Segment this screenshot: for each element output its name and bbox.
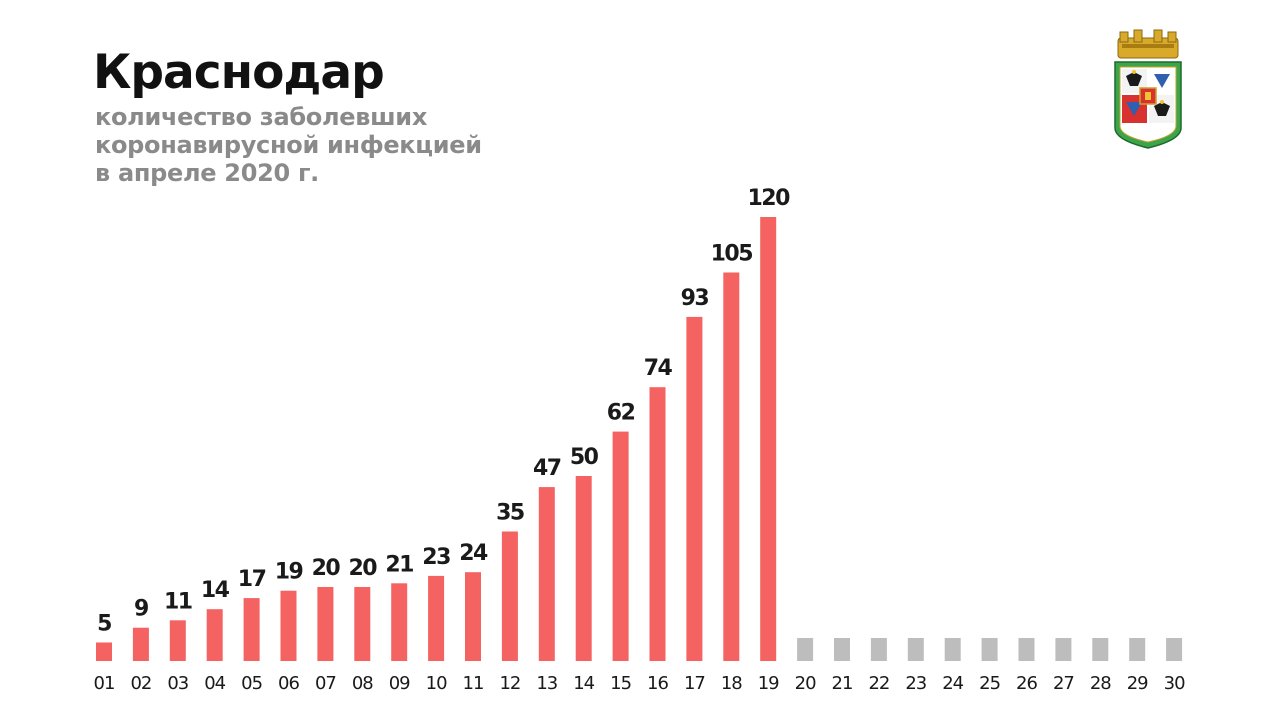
subtitle-line-1: количество заболевших [95, 103, 428, 131]
bar-11 [465, 572, 481, 661]
bar-03 [169, 620, 186, 661]
value-label-16: 74 [644, 356, 673, 381]
x-tick-label-15: 15 [610, 673, 631, 694]
x-tick-label-08: 08 [352, 673, 373, 694]
bar-05 [243, 598, 260, 661]
value-label-02: 9 [134, 597, 148, 622]
x-tick-label-06: 06 [278, 673, 299, 694]
x-tick-label-07: 07 [315, 673, 336, 694]
value-label-12: 35 [496, 501, 524, 526]
bar-16 [649, 387, 666, 661]
x-tick-label-17: 17 [684, 673, 705, 694]
value-label-11: 24 [459, 541, 488, 566]
bar-12 [501, 531, 518, 661]
value-label-13: 47 [533, 456, 561, 481]
bars-layer [96, 217, 1183, 661]
x-tick-label-02: 02 [130, 673, 151, 694]
x-tick-label-09: 09 [389, 673, 410, 694]
x-tick-label-05: 05 [241, 673, 262, 694]
x-tick-label-03: 03 [167, 673, 188, 694]
value-label-04: 14 [201, 578, 230, 603]
value-label-17: 93 [681, 286, 709, 311]
value-label-07: 20 [312, 556, 341, 581]
subtitle-line-3: в апреле 2020 г. [95, 159, 319, 187]
x-tick-label-26: 26 [1016, 673, 1037, 694]
x-tick-labels-layer: 01 02 03 04 05 06 07 08 09 10 11 12 13 14 15 16 17 18 19 20… [94, 673, 1187, 694]
value-label-05: 17 [238, 567, 266, 592]
bar-29 [1129, 638, 1146, 661]
x-tick-label-25: 25 [979, 673, 1000, 694]
bar-01 [96, 642, 112, 661]
x-tick-label-21: 21 [832, 673, 853, 694]
x-tick-label-29: 29 [1127, 673, 1148, 694]
value-label-09: 21 [385, 552, 413, 577]
bar-02 [132, 627, 149, 661]
x-tick-label-10: 10 [426, 673, 447, 694]
bar-14 [575, 476, 592, 661]
bar-30 [1166, 638, 1183, 661]
bar-09 [391, 583, 408, 661]
x-tick-label-04: 04 [204, 673, 225, 694]
value-label-14: 50 [570, 445, 599, 470]
bar-13 [538, 487, 555, 661]
chart-subtitle: количество заболевших коронавирусной инф… [95, 103, 555, 187]
x-tick-label-24: 24 [942, 673, 963, 694]
x-tick-label-23: 23 [905, 673, 926, 694]
x-tick-label-16: 16 [647, 673, 668, 694]
x-tick-label-12: 12 [499, 673, 520, 694]
value-label-18: 105 [711, 242, 753, 267]
bar-24 [944, 638, 961, 661]
x-tick-label-22: 22 [868, 673, 889, 694]
bar-10 [428, 575, 445, 661]
x-tick-label-14: 14 [573, 673, 594, 694]
bar-08 [354, 587, 371, 661]
bar-20 [797, 638, 814, 661]
bar-06 [280, 590, 297, 661]
bar-15 [612, 431, 629, 661]
x-tick-label-27: 27 [1053, 673, 1074, 694]
bar-26 [1018, 638, 1035, 661]
value-label-19: 120 [747, 186, 790, 211]
bar-25 [981, 638, 998, 661]
x-tick-label-20: 20 [795, 673, 816, 694]
bar-21 [834, 638, 850, 661]
bar-27 [1055, 638, 1072, 661]
x-tick-label-13: 13 [536, 673, 557, 694]
bar-18 [723, 272, 740, 661]
x-tick-label-19: 19 [758, 673, 779, 694]
bar-07 [317, 587, 334, 661]
bar-28 [1092, 638, 1109, 661]
x-tick-label-11: 11 [463, 673, 484, 694]
bar-22 [870, 638, 887, 661]
x-tick-label-01: 01 [94, 673, 115, 694]
value-label-03: 11 [164, 589, 192, 614]
value-label-08: 20 [348, 556, 377, 581]
bar-17 [686, 316, 703, 661]
bar-23 [907, 638, 924, 661]
x-tick-label-30: 30 [1164, 673, 1185, 694]
bar-04 [206, 609, 223, 661]
x-tick-label-18: 18 [721, 673, 742, 694]
subtitle-line-2: коронавирусной инфекцией [95, 131, 482, 159]
value-label-10: 23 [422, 545, 450, 570]
x-tick-label-28: 28 [1090, 673, 1111, 694]
value-label-06: 19 [275, 560, 303, 585]
bar-19 [760, 217, 777, 661]
value-label-15: 62 [607, 401, 635, 426]
krasnodar-coat-of-arms-icon [1114, 29, 1182, 149]
page-title: Краснодар [93, 45, 385, 100]
value-label-01: 5 [97, 612, 111, 637]
